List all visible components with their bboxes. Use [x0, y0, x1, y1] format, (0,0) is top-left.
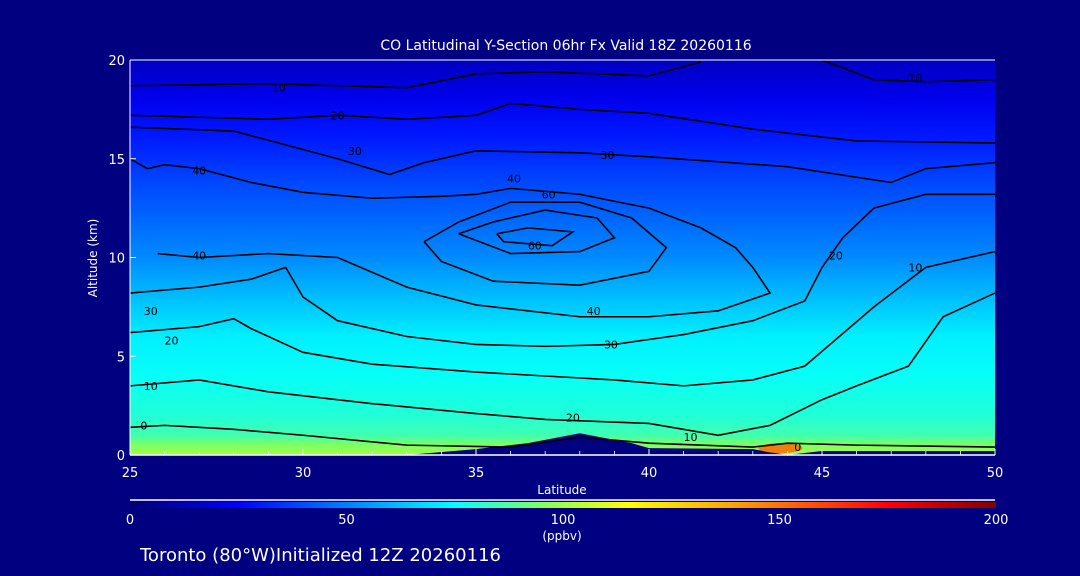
contour-label: 30 — [348, 145, 362, 158]
contour-label: 10 — [908, 72, 922, 85]
contour-label: 40 — [192, 165, 206, 178]
contour-label: 40 — [192, 250, 206, 263]
y-axis-label: Altitude (km) — [86, 219, 100, 298]
footer-location-label: Toronto (80°W)Initialized 12Z 20260116 — [139, 545, 501, 566]
colorbar — [130, 502, 996, 508]
contour-label: 10 — [684, 431, 698, 444]
contour-line-10 — [130, 61, 702, 89]
y-tick-label: 0 — [117, 449, 125, 464]
colorbar-tick-label: 200 — [984, 513, 1009, 528]
contour-label: 60 — [528, 240, 542, 253]
contour-line-30 — [130, 126, 995, 184]
x-axis-label: Latitude — [537, 483, 586, 497]
contour-label: 10 — [144, 380, 158, 393]
contour-line-40 — [130, 158, 772, 318]
contour-label: 20 — [165, 334, 179, 347]
contour-line-60 — [458, 209, 616, 255]
terrain-mask — [130, 433, 995, 455]
x-tick-label: 35 — [468, 466, 485, 481]
x-tick-label: 45 — [814, 466, 831, 481]
colorbar-tick-label: 50 — [338, 513, 355, 528]
y-tick-label: 10 — [108, 252, 125, 267]
chart-title: CO Latitudinal Y-Section 06hr Fx Valid 1… — [380, 38, 751, 54]
y-tick-label: 20 — [108, 54, 125, 69]
x-tick-label: 30 — [295, 466, 312, 481]
contour-label: 10 — [272, 82, 286, 95]
x-tick-label: 25 — [122, 466, 139, 481]
contour-label: 30 — [604, 338, 618, 351]
colorbar-tick-label: 150 — [767, 513, 792, 528]
colorbar-tick-label: 0 — [126, 513, 134, 528]
y-tick-label: 15 — [108, 153, 125, 168]
contour-line-20 — [130, 250, 995, 387]
contour-label: 10 — [908, 261, 922, 274]
contour-label: 30 — [144, 305, 158, 318]
contour-line-10 — [130, 292, 995, 437]
contour-label: 20 — [829, 250, 843, 263]
contour-label: 0 — [140, 419, 147, 432]
contour-label: 60 — [542, 188, 556, 201]
plot-fill — [130, 60, 995, 455]
colorbar-tick-label: 100 — [551, 513, 576, 528]
contour-line-0 — [130, 424, 995, 448]
contour-line-50 — [423, 201, 668, 286]
colorbar-unit-label: (ppbv) — [542, 529, 581, 543]
x-tick-label: 50 — [987, 466, 1004, 481]
contour-line-20 — [130, 102, 995, 144]
contour-line-10 — [821, 60, 995, 83]
x-tick-label: 40 — [641, 466, 658, 481]
y-tick-label: 5 — [117, 350, 125, 365]
contour-label: 0 — [794, 441, 801, 454]
contour-label: 30 — [600, 149, 614, 162]
contour-label: 40 — [507, 173, 521, 186]
contour-line-60 — [496, 227, 576, 247]
contour-label: 40 — [587, 305, 601, 318]
contour-label: 20 — [566, 411, 580, 424]
contour-label: 20 — [331, 109, 345, 122]
contour-line-30 — [130, 193, 995, 348]
